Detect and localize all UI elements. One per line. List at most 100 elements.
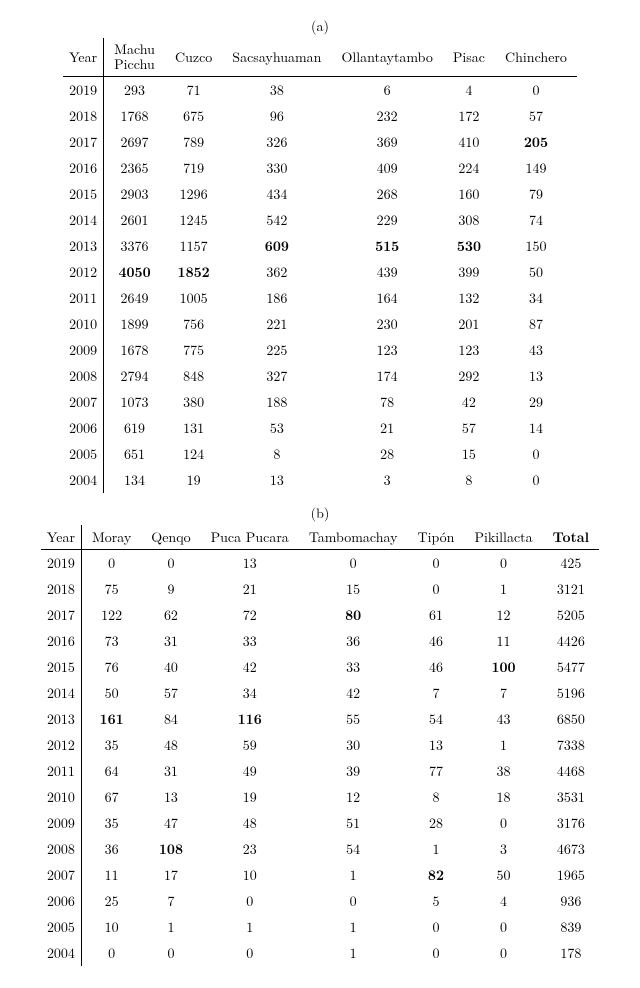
table-b-cell: 2008: [41, 836, 82, 862]
table-a-cell: 2016: [63, 155, 104, 181]
table-a-cell: 380: [165, 389, 222, 415]
table-b-cell: 6850: [543, 706, 599, 732]
table-a-cell: 15: [443, 441, 495, 467]
table-a-cell: 2012: [63, 259, 104, 285]
table-b-cell: 57: [141, 680, 200, 706]
table-b-cell: 4468: [543, 758, 599, 784]
table-b-cell: 2012: [41, 732, 82, 758]
table-a: YearMachuPicchuCuzcoSacsayhuamanOllantay…: [63, 38, 577, 493]
table-b-cell: 11: [464, 628, 542, 654]
table-b-cell: 2011: [41, 758, 82, 784]
table-a-cell: 8: [222, 441, 331, 467]
table-b-cell: 82: [407, 862, 464, 888]
table-b-cell: 5: [407, 888, 464, 914]
table-a-cell: 34: [495, 285, 577, 311]
table-b-cell: 1: [299, 862, 408, 888]
table-b-cell: 161: [81, 706, 141, 732]
table-a-cell: 19: [165, 467, 222, 493]
table-a-header-5: Pisac: [443, 38, 495, 76]
table-a-cell: 789: [165, 129, 222, 155]
table-b-cell: 0: [464, 810, 542, 836]
table-a-cell: 410: [443, 129, 495, 155]
table-a-cell: 2013: [63, 233, 104, 259]
table-a-cell: 651: [104, 441, 165, 467]
table-b-cell: 4426: [543, 628, 599, 654]
table-b-cell: 36: [299, 628, 408, 654]
table-a-cell: 2017: [63, 129, 104, 155]
table-a-cell: 224: [443, 155, 495, 181]
table-b-cell: 62: [141, 602, 200, 628]
table-a-cell: 123: [331, 337, 442, 363]
table-b-cell: 48: [141, 732, 200, 758]
table-b-cell: 0: [464, 914, 542, 940]
table-a-cell: 87: [495, 311, 577, 337]
table-a-cell: 150: [495, 233, 577, 259]
table-b-cell: 7: [407, 680, 464, 706]
table-a-cell: 2903: [104, 181, 165, 207]
table-b-cell: 33: [299, 654, 408, 680]
table-b-cell: 425: [543, 549, 599, 576]
table-b-cell: 40: [141, 654, 200, 680]
table-b-cell: 35: [81, 732, 141, 758]
table-a-cell: 515: [331, 233, 442, 259]
table-a-cell: 225: [222, 337, 331, 363]
table-a-cell: 2649: [104, 285, 165, 311]
table-b-cell: 50: [464, 862, 542, 888]
table-b-header-4: Tambomachay: [299, 525, 408, 550]
table-b-cell: 116: [201, 706, 299, 732]
table-b-cell: 9: [141, 576, 200, 602]
table-b-cell: 4673: [543, 836, 599, 862]
table-b-cell: 77: [407, 758, 464, 784]
table-a-cell: 0: [495, 76, 577, 103]
table-a-header-0: Year: [63, 38, 104, 76]
table-a-caption: (a): [12, 16, 628, 36]
table-b-cell: 5205: [543, 602, 599, 628]
table-a-cell: 188: [222, 389, 331, 415]
table-a-cell: 1073: [104, 389, 165, 415]
table-a-cell: 399: [443, 259, 495, 285]
table-b-cell: 55: [299, 706, 408, 732]
table-b-cell: 108: [141, 836, 200, 862]
table-a-cell: 1245: [165, 207, 222, 233]
table-b-cell: 1: [299, 914, 408, 940]
table-b-header-2: Qenqo: [141, 525, 200, 550]
table-b-cell: 122: [81, 602, 141, 628]
table-a-cell: 2365: [104, 155, 165, 181]
table-a-cell: 71: [165, 76, 222, 103]
table-a-cell: 96: [222, 103, 331, 129]
table-a-cell: 1852: [165, 259, 222, 285]
table-b-cell: 2015: [41, 654, 82, 680]
table-a-cell: 28: [331, 441, 442, 467]
table-b-cell: 42: [201, 654, 299, 680]
table-b-cell: 21: [201, 576, 299, 602]
table-b-cell: 2007: [41, 862, 82, 888]
table-b-cell: 54: [407, 706, 464, 732]
table-a-cell: 42: [443, 389, 495, 415]
table-a-cell: 2019: [63, 76, 104, 103]
table-b-cell: 34: [201, 680, 299, 706]
table-a-cell: 1296: [165, 181, 222, 207]
table-b-cell: 1: [141, 914, 200, 940]
table-b-cell: 0: [407, 576, 464, 602]
table-b-cell: 38: [464, 758, 542, 784]
table-a-cell: 609: [222, 233, 331, 259]
table-a-cell: 4: [443, 76, 495, 103]
table-a-cell: 439: [331, 259, 442, 285]
table-b-cell: 39: [299, 758, 408, 784]
table-a-cell: 160: [443, 181, 495, 207]
table-b-cell: 10: [201, 862, 299, 888]
table-a-cell: 3: [331, 467, 442, 493]
table-b-header-6: Pikillacta: [464, 525, 542, 550]
table-b-cell: 46: [407, 628, 464, 654]
table-a-cell: 221: [222, 311, 331, 337]
table-a-cell: 2007: [63, 389, 104, 415]
table-b-cell: 50: [81, 680, 141, 706]
table-a-cell: 362: [222, 259, 331, 285]
table-b-cell: 0: [299, 888, 408, 914]
table-a-cell: 186: [222, 285, 331, 311]
table-b-cell: 61: [407, 602, 464, 628]
table-b-cell: 59: [201, 732, 299, 758]
table-a-cell: 43: [495, 337, 577, 363]
table-a-cell: 2008: [63, 363, 104, 389]
table-a-cell: 1768: [104, 103, 165, 129]
